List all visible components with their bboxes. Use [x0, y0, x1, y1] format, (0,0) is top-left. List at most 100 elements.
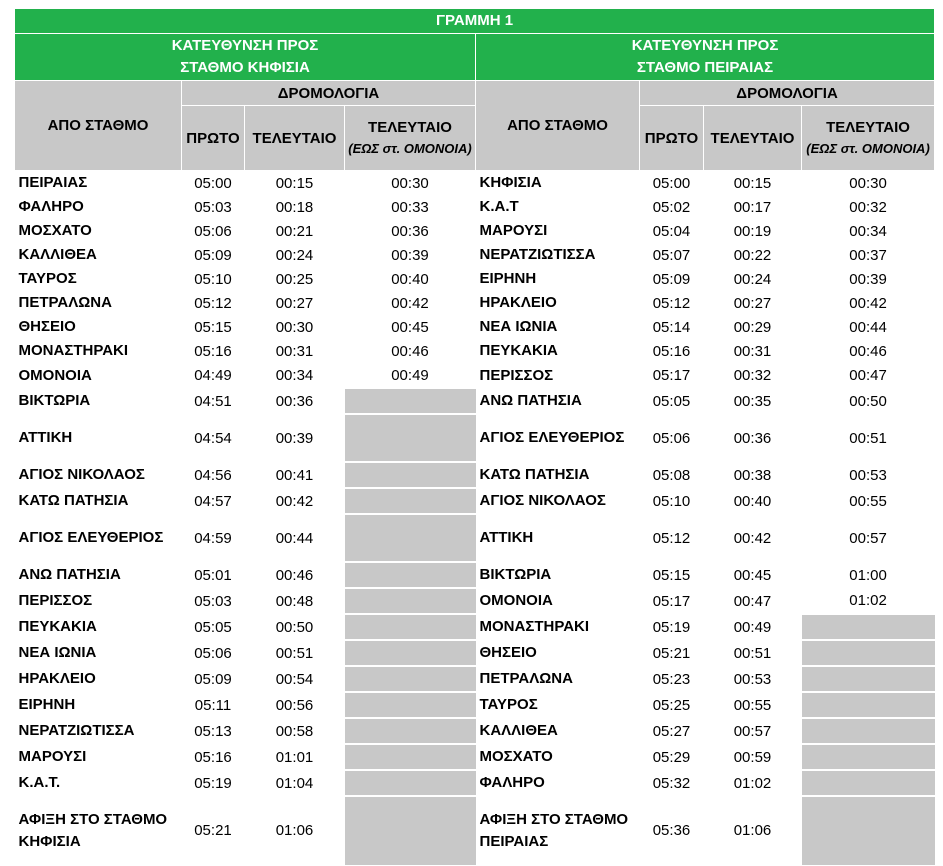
first-time-peiraias: 05:36 [652, 822, 691, 840]
last-time-peiraias: 00:53 [733, 670, 772, 688]
station-name-kifisia: ΦΑΛΗΡΟ [18, 198, 84, 215]
last-partial-time-kifisia: 00:39 [391, 246, 429, 264]
empty-cell-kifisia [344, 795, 476, 866]
last-time-peiraias: 00:47 [733, 592, 772, 610]
first-header-left: ΠΡΩΤΟ [181, 105, 245, 171]
empty-cell-kifisia [344, 487, 476, 515]
empty-cell-kifisia [344, 513, 476, 563]
empty-cell-peiraias [801, 769, 935, 797]
first-time-kifisia: 04:54 [194, 429, 232, 447]
direction-kifisia-line2: ΣΤΑΘΜΟ ΚΗΦΙΣΙΑ [180, 59, 310, 76]
schedules-header-right: ΔΡΟΜΟΛΟΓΙΑ [638, 80, 936, 106]
last-time-kifisia: 01:04 [275, 774, 314, 792]
empty-cell-peiraias [801, 743, 935, 771]
last-partial-time-peiraias: 00:32 [849, 198, 887, 216]
last-time-kifisia: 00:58 [275, 722, 314, 740]
empty-cell-peiraias [801, 795, 935, 866]
station-name-peiraias: ΑΦΙΞΗ ΣΤΟ ΣΤΑΘΜΟ ΠΕΙΡΑΙΑΣ [479, 810, 629, 850]
first-time-kifisia: 05:06 [194, 222, 232, 240]
last-time-kifisia: 00:41 [275, 466, 314, 484]
first-time-peiraias: 05:00 [652, 174, 691, 192]
station-name-kifisia: ΜΟΣΧΑΤΟ [18, 222, 92, 239]
empty-cell-kifisia [344, 587, 476, 615]
first-time-kifisia: 04:56 [194, 466, 232, 484]
last-time-peiraias: 00:59 [733, 748, 772, 766]
empty-cell-kifisia [344, 665, 476, 693]
last-partial-time-kifisia: 00:45 [391, 318, 429, 336]
station-name-peiraias: ΠΕΥΚΑΚΙΑ [479, 342, 558, 359]
first-time-kifisia: 05:03 [194, 592, 232, 610]
first-time-peiraias: 05:12 [652, 529, 691, 547]
first-time-peiraias: 05:12 [652, 294, 691, 312]
station-name-peiraias: ΤΑΥΡΟΣ [479, 696, 538, 713]
first-time-kifisia: 05:15 [194, 318, 232, 336]
last-time-peiraias: 00:38 [733, 466, 772, 484]
last-partial-time-peiraias: 00:50 [849, 392, 887, 410]
last-time-kifisia: 00:44 [275, 529, 314, 547]
last-partial-time-peiraias: 00:44 [849, 318, 887, 336]
table-row: ΑΤΤΙΚΗ 04:54 00:39 ΑΓΙΟΣ ΕΛΕΥΘΕΡΙΟΣ 05:06 00:… [15, 413, 935, 463]
station-name-peiraias: ΑΓΙΟΣ ΕΛΕΥΘΕΡΙΟΣ [479, 429, 625, 446]
station-name-kifisia: ΘΗΣΕΙΟ [18, 318, 76, 335]
last-partial-time-kifisia: 00:30 [391, 174, 429, 192]
first-time-kifisia: 05:09 [194, 670, 232, 688]
table-row: ΦΑΛΗΡΟ 05:03 00:18 00:33 Κ.Α.Τ 05:02 00:17 00:3… [15, 195, 935, 219]
last-time-peiraias: 00:51 [733, 644, 772, 662]
last-time-kifisia: 00:36 [275, 392, 314, 410]
last-partial-time-peiraias: 01:02 [849, 592, 887, 609]
table-row: ΑΝΩ ΠΑΤΗΣΙΑ 05:01 00:46 ΒΙΚΤΩΡΙΑ 05:15 00:45 0… [15, 561, 935, 589]
station-name-peiraias: ΑΓΙΟΣ ΝΙΚΟΛΑΟΣ [479, 492, 606, 509]
first-time-kifisia: 05:13 [194, 722, 232, 740]
last-time-peiraias: 00:49 [733, 618, 772, 636]
table-row: ΜΟΣΧΑΤΟ 05:06 00:21 00:36 ΜΑΡΟΥΣΙ 05:04 00:19 0… [15, 219, 935, 243]
station-name-peiraias: ΘΗΣΕΙΟ [479, 644, 537, 661]
table-row: ΠΕΤΡΑΛΩΝΑ 05:12 00:27 00:42 ΗΡΑΚΛΕΙΟ 05:12 00:… [15, 291, 935, 315]
last-header-right: ΤΕΛΕΥΤΑΙΟ [703, 105, 802, 171]
last-partial-time-kifisia: 00:46 [391, 342, 429, 360]
first-time-kifisia: 05:00 [194, 174, 232, 192]
first-time-peiraias: 05:27 [652, 722, 691, 740]
last-partial-time-peiraias: 01:00 [849, 566, 887, 584]
last-time-kifisia: 00:21 [275, 222, 314, 240]
first-time-kifisia: 05:10 [194, 270, 232, 288]
last-time-peiraias: 00:32 [733, 367, 772, 384]
station-name-peiraias: ΜΟΣΧΑΤΟ [479, 748, 553, 765]
station-name-peiraias: ΝΕΡΑΤΖΙΩΤΙΣΣΑ [479, 246, 596, 263]
last-partial-time-peiraias: 00:53 [849, 466, 887, 484]
first-time-peiraias: 05:32 [652, 774, 691, 792]
table-row: ΟΜΟΝΟΙΑ 04:49 00:34 00:49 ΠΕΡΙΣΣΟΣ 05:17 00:32… [15, 363, 935, 388]
empty-cell-kifisia [344, 413, 476, 463]
schedules-header-left: ΔΡΟΜΟΛΟΓΙΑ [181, 80, 476, 106]
first-time-peiraias: 05:29 [652, 748, 691, 766]
last-time-kifisia: 00:24 [275, 246, 314, 264]
empty-cell-peiraias [801, 665, 935, 693]
last-partial-time-peiraias: 00:51 [849, 429, 887, 447]
station-name-peiraias: ΠΕΡΙΣΣΟΣ [479, 366, 554, 384]
first-time-peiraias: 05:15 [652, 566, 691, 584]
table-row: ΚΑΤΩ ΠΑΤΗΣΙΑ 04:57 00:42 ΑΓΙΟΣ ΝΙΚΟΛΑΟΣ 05:1… [15, 487, 935, 515]
first-time-peiraias: 05:14 [652, 318, 691, 336]
table-row: ΘΗΣΕΙΟ 05:15 00:30 00:45 ΝΕΑ ΙΩΝΙΑ 05:14 00:29… [15, 315, 935, 339]
empty-cell-kifisia [344, 613, 476, 641]
last-time-peiraias: 00:36 [733, 429, 772, 447]
last-time-kifisia: 00:31 [275, 342, 314, 360]
station-name-peiraias: ΜΟΝΑΣΤΗΡΑΚΙ [479, 618, 590, 635]
last-time-kifisia: 00:46 [275, 566, 314, 584]
last-time-kifisia: 00:25 [275, 270, 314, 288]
table-row: ΑΓΙΟΣ ΝΙΚΟΛΑΟΣ 04:56 00:41 ΚΑΤΩ ΠΑΤΗΣΙΑ 05:0… [15, 461, 935, 489]
first-time-kifisia: 05:21 [194, 822, 232, 840]
last-time-peiraias: 00:45 [733, 566, 772, 584]
last-partial-label-right: ΤΕΛΕΥΤΑΙΟ [826, 119, 910, 136]
table-row: ΠΕΥΚΑΚΙΑ 05:05 00:50 ΜΟΝΑΣΤΗΡΑΚΙ 05:19 00:49 [15, 613, 935, 641]
station-name-peiraias: ΚΑΤΩ ΠΑΤΗΣΙΑ [479, 466, 590, 483]
station-name-kifisia: ΝΕΡΑΤΖΙΩΤΙΣΣΑ [18, 722, 135, 739]
empty-cell-kifisia [344, 691, 476, 719]
from-station-header-right: ΑΠΟ ΣΤΑΘΜΟ [475, 80, 640, 171]
first-time-peiraias: 05:04 [652, 222, 691, 240]
timetable: ΓΡΑΜΜΗ 1 ΚΑΤΕΥΘΥΝΣΗ ΠΡΟΣ ΣΤΑΘΜΟ ΚΗΦΙΣΙΑ … [13, 8, 936, 866]
last-time-peiraias: 00:40 [733, 492, 772, 510]
last-partial-time-peiraias: 00:34 [849, 222, 887, 240]
station-name-kifisia: ΚΑΤΩ ΠΑΤΗΣΙΑ [18, 492, 129, 509]
first-time-kifisia: 05:16 [194, 342, 232, 360]
last-partial-header-right: ΤΕΛΕΥΤΑΙΟ (ΕΩΣ στ. ΟΜΟΝΟΙΑ) [800, 105, 936, 171]
